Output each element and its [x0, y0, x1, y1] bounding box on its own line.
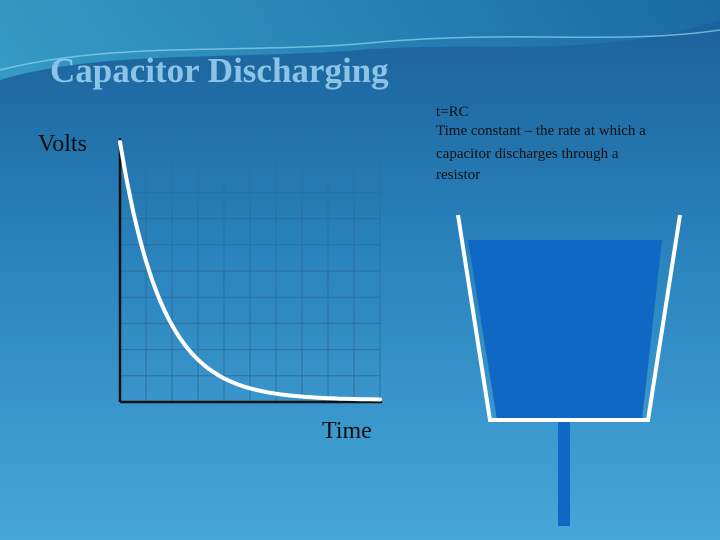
y-label: Volts — [38, 131, 87, 157]
x-label: Time — [322, 418, 372, 444]
note-line: Time constant – the rate at which a — [436, 123, 646, 139]
header-wave — [0, 0, 720, 80]
note-line: t=RC — [436, 104, 469, 120]
note-line: resistor — [436, 167, 480, 183]
discharge-curve — [118, 140, 382, 402]
note: t=RC Time constant – the rate at which a… — [436, 104, 646, 183]
drain-pipe — [558, 420, 570, 526]
title: Capacitor Discharging — [50, 51, 389, 90]
grid — [120, 138, 381, 402]
bucket — [456, 214, 682, 526]
water — [468, 240, 662, 420]
bucket-outline — [456, 214, 682, 422]
wave-line — [0, 29, 720, 71]
note-line: capacitor discharges through a — [436, 146, 619, 162]
